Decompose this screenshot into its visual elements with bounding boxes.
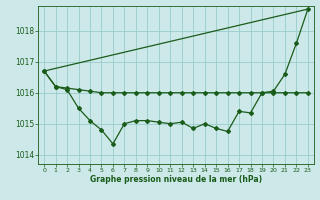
X-axis label: Graphe pression niveau de la mer (hPa): Graphe pression niveau de la mer (hPa) xyxy=(90,175,262,184)
